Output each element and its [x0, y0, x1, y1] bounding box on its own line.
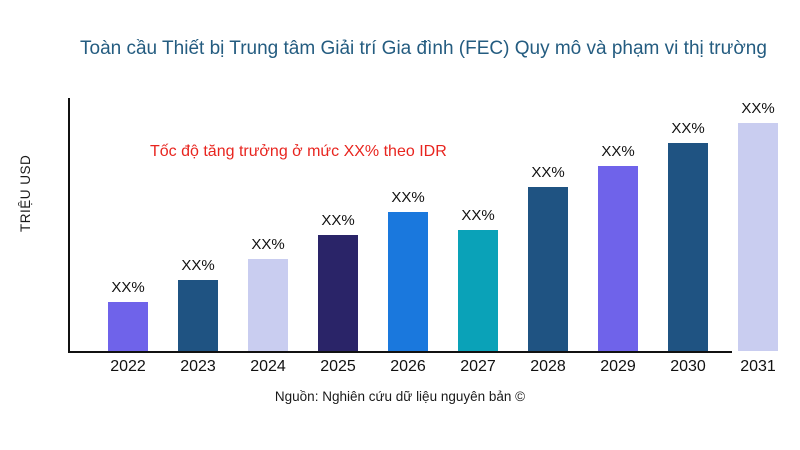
bar-2026 [388, 212, 428, 351]
plot-area: XX% XX% XX% XX% XX% XX% XX% XX% XX% XX% [68, 98, 780, 351]
source-note: Nguồn: Nghiên cứu dữ liệu nguyên bản © [274, 389, 526, 404]
bar-2029 [598, 166, 638, 351]
bar-2023 [178, 280, 218, 351]
x-tick-2026: 2026 [390, 358, 426, 375]
growth-rate-annotation: Tốc độ tăng trưởng ở mức XX% theo IDR [150, 143, 447, 160]
bar-value-label-2031: XX% [741, 100, 775, 117]
y-axis-label: TRIỆU USD [18, 154, 33, 232]
x-tick-2031: 2031 [740, 358, 776, 375]
bar-value-label-2029: XX% [601, 143, 635, 160]
bar-value-label-2027: XX% [461, 207, 495, 224]
bar-value-label-2023: XX% [181, 257, 215, 274]
y-axis-line [68, 98, 70, 353]
bar-value-label-2030: XX% [671, 120, 705, 137]
bar-value-label-2026: XX% [391, 189, 425, 206]
bar-2025 [318, 235, 358, 351]
bar-2024 [248, 259, 288, 351]
bar-value-label-2028: XX% [531, 164, 565, 181]
bar-value-label-2024: XX% [251, 236, 285, 253]
x-tick-2022: 2022 [110, 358, 146, 375]
x-tick-2025: 2025 [320, 358, 356, 375]
x-tick-2030: 2030 [670, 358, 706, 375]
bar-2028 [528, 187, 568, 351]
x-tick-2028: 2028 [530, 358, 566, 375]
x-tick-2023: 2023 [180, 358, 216, 375]
x-tick-2027: 2027 [460, 358, 496, 375]
bar-value-label-2022: XX% [111, 279, 145, 296]
x-tick-2024: 2024 [250, 358, 286, 375]
bar-2022 [108, 302, 148, 351]
x-tick-2029: 2029 [600, 358, 636, 375]
x-axis-line [68, 351, 732, 353]
chart-title: Toàn cầu Thiết bị Trung tâm Giải trí Gia… [80, 38, 767, 59]
bar-2030 [668, 143, 708, 351]
bar-value-label-2025: XX% [321, 212, 355, 229]
bar-2031 [738, 123, 778, 351]
bar-2027 [458, 230, 498, 351]
